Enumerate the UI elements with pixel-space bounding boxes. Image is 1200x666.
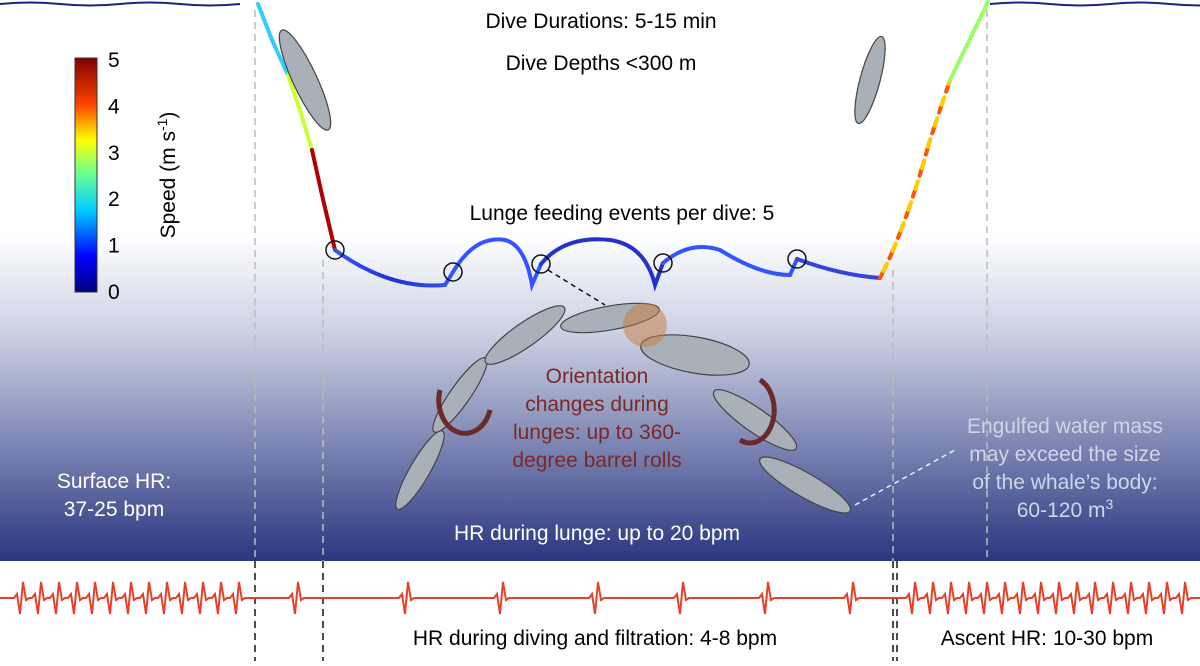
orientation-note: Orientation changes during lunges: up to 3…: [512, 365, 681, 472]
colorbar-tick: 1: [108, 235, 120, 258]
lunge-events: Lunge feeding events per dive: 5: [470, 202, 775, 225]
dive-duration: Dive Durations: 5-15 min: [485, 10, 716, 33]
callout: [547, 269, 606, 306]
text-line: Engulfed water mass: [967, 415, 1163, 438]
lunge-hr: HR during lunge: up to 20 bpm: [454, 522, 740, 545]
colorbar-tick: 5: [108, 49, 120, 72]
colorbar: [74, 57, 98, 293]
engulfed-note: Engulfed water mass may exceed the size of…: [967, 415, 1163, 522]
colorbar-tick: 0: [108, 281, 120, 304]
surface-hr: Surface HR: 37-25 bpm: [57, 470, 171, 521]
text-line: may exceed the size: [969, 443, 1160, 466]
colorbar-tick: 3: [108, 142, 120, 165]
surface: [989, 1, 1200, 7]
lunge-markers: [325, 240, 807, 282]
phase-dividers-bottom: [254, 561, 898, 661]
colorbar-ticks: 5 4 3 2 1 0: [108, 49, 120, 304]
colorbar-tick: 2: [108, 188, 120, 211]
text-line: lunges: up to 360-: [513, 421, 681, 444]
text-line: degree barrel rolls: [512, 449, 681, 472]
dive-depth: Dive Depths <300 m: [506, 52, 697, 75]
callout: [854, 449, 956, 506]
ocean: [0, 0, 1200, 561]
ascent-hr: Ascent HR: 10-30 bpm: [941, 627, 1153, 650]
whale-illustrations: [278, 29, 886, 514]
text-line: changes during: [525, 393, 669, 416]
roll-arrows: [436, 377, 777, 446]
colorbar-label: Speed (m s-1): [154, 112, 180, 239]
text-line: of the whale’s body:: [972, 471, 1157, 494]
surface: [0, 1, 241, 7]
text-line: 60-120 m: [1017, 499, 1106, 522]
diving-hr: HR during diving and filtration: 4-8 bpm: [413, 627, 777, 650]
phase-dividers: [254, 10, 988, 561]
superscript: 3: [1105, 496, 1113, 512]
engulf-cloud: [623, 303, 667, 347]
dive-track: [256, 0, 990, 292]
colorbar-tick: 4: [108, 95, 120, 118]
ecg-trace: [0, 581, 1200, 615]
text-line: Surface HR:: [57, 470, 171, 493]
text-line: 37-25 bpm: [64, 498, 164, 521]
text-line: Orientation: [546, 365, 649, 388]
